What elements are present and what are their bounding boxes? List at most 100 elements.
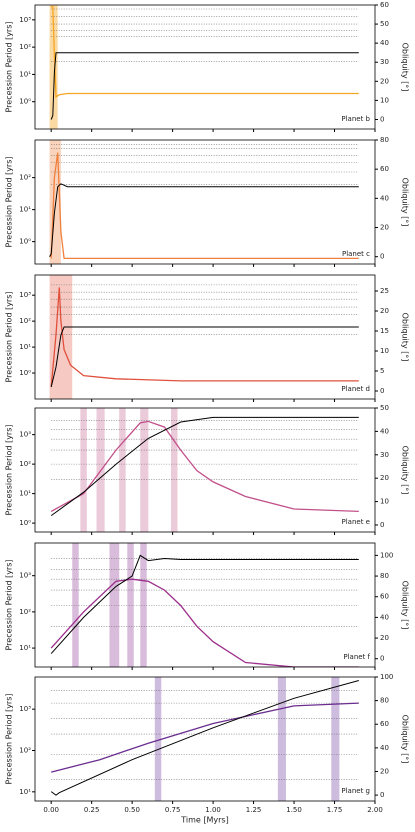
y2-tick-label: 25 [380,287,389,295]
series-line [49,183,359,257]
y-tick-label: 10² [19,460,31,468]
y2-tick-label: 0 [380,253,384,261]
shaded-span [109,543,120,667]
y2-tick-label: 60 [380,1,389,9]
y-tick-label: 10⁰ [19,519,31,527]
y2-axis-label: Obliquity [°] [401,715,410,764]
y-axis-label: Precession Period [yrs] [5,156,14,247]
y2-tick-label: 100 [380,673,393,681]
y-tick-label: 10² [19,608,31,616]
plot-frame [34,4,376,130]
y-tick-label: 10² [19,746,31,754]
shaded-span [127,543,134,667]
y2-tick-label: 100 [380,551,393,559]
series-line [50,680,359,796]
y-tick-label: 10³ [19,572,31,580]
y-tick-label: 10⁰ [19,369,31,377]
y2-axis-label: Obliquity [°] [401,178,410,227]
x-tick-label: 1.75 [327,806,343,814]
planet-label: Planet e [342,518,370,526]
y-axis-label: Precession Period [yrs] [5,424,14,515]
y2-tick-label: 80 [380,697,389,705]
y2-tick-label: 15 [380,327,389,335]
y2-tick-label: 80 [380,572,389,580]
series-line [50,152,359,260]
y2-tick-label: 20 [380,224,389,232]
y2-tick-label: 60 [380,720,389,728]
shaded-span [119,408,126,532]
series-line [50,578,359,667]
y2-tick-label: 10 [380,498,389,506]
planet-label: Planet f [343,653,370,661]
y-axis-label: Precession Period [yrs] [5,21,14,112]
shaded-span [72,543,79,667]
y2-tick-label: 20 [380,77,389,85]
y2-tick-label: 10 [380,347,389,355]
plot-frame [34,139,376,265]
y2-tick-label: 60 [380,593,389,601]
y2-tick-label: 40 [380,613,389,621]
y2-tick-label: 40 [380,427,389,435]
y-tick-label: 10³ [19,291,31,299]
shaded-span [154,677,162,801]
shaded-span [277,677,286,801]
x-tick-label: 1.50 [286,806,302,814]
y2-axis-label: Obliquity [°] [401,43,410,92]
shaded-span [140,408,149,532]
planet-label: Planet c [342,250,370,258]
y2-axis-label: Obliquity [°] [401,581,410,630]
y-tick-label: 10¹ [19,343,31,351]
y2-tick-label: 80 [380,136,389,144]
y2-tick-label: 5 [380,367,384,375]
y2-tick-label: 40 [380,39,389,47]
y-tick-label: 10⁰ [19,98,31,106]
y2-tick-label: 60 [380,165,389,173]
y-axis-label: Precession Period [yrs] [5,291,14,382]
y2-tick-label: 40 [380,744,389,752]
y-tick-label: 10¹ [19,490,31,498]
y-tick-label: 10³ [19,431,31,439]
y2-tick-label: 0 [380,791,384,799]
x-tick-label: 0.50 [124,806,140,814]
series-line [50,416,359,517]
y2-tick-label: 40 [380,194,389,202]
y2-tick-label: 0 [380,521,384,529]
y2-axis-label: Obliquity [°] [401,446,410,495]
shaded-span [49,5,58,129]
y-tick-label: 10¹ [19,70,31,78]
x-tick-label: 2.00 [367,806,383,814]
plot-frame [34,274,376,400]
y-tick-label: 10⁰ [19,238,31,246]
shaded-span [49,140,61,264]
x-tick-label: 1.00 [205,806,221,814]
y-tick-label: 10² [19,317,31,325]
y2-tick-label: 0 [380,115,384,123]
y2-tick-label: 50 [380,404,389,412]
x-tick-label: 0.75 [165,806,181,814]
shaded-span [80,408,87,532]
y2-tick-label: 10 [380,96,389,104]
y-tick-label: 10³ [19,16,31,24]
x-tick-label: 1.25 [246,806,262,814]
plot-frame [34,542,376,668]
series-line [50,52,359,120]
shaded-span [331,677,340,801]
y-tick-label: 10¹ [19,206,31,214]
y2-tick-label: 20 [380,307,389,315]
x-axis-label: Time [Myrs] [180,816,228,825]
y-tick-label: 10¹ [19,644,31,652]
shaded-span [140,543,147,667]
planet-label: Planet b [341,115,370,123]
y-tick-label: 10¹ [19,788,31,796]
shaded-span [171,408,178,532]
y2-tick-label: 20 [380,767,389,775]
y2-tick-label: 50 [380,20,389,28]
y2-tick-label: 30 [380,451,389,459]
series-line [50,554,359,654]
plot-frame [34,407,376,533]
y-axis-label: Precession Period [yrs] [5,693,14,784]
plot-frame [34,676,376,802]
y-tick-label: 10² [19,43,31,51]
y2-tick-label: 20 [380,474,389,482]
